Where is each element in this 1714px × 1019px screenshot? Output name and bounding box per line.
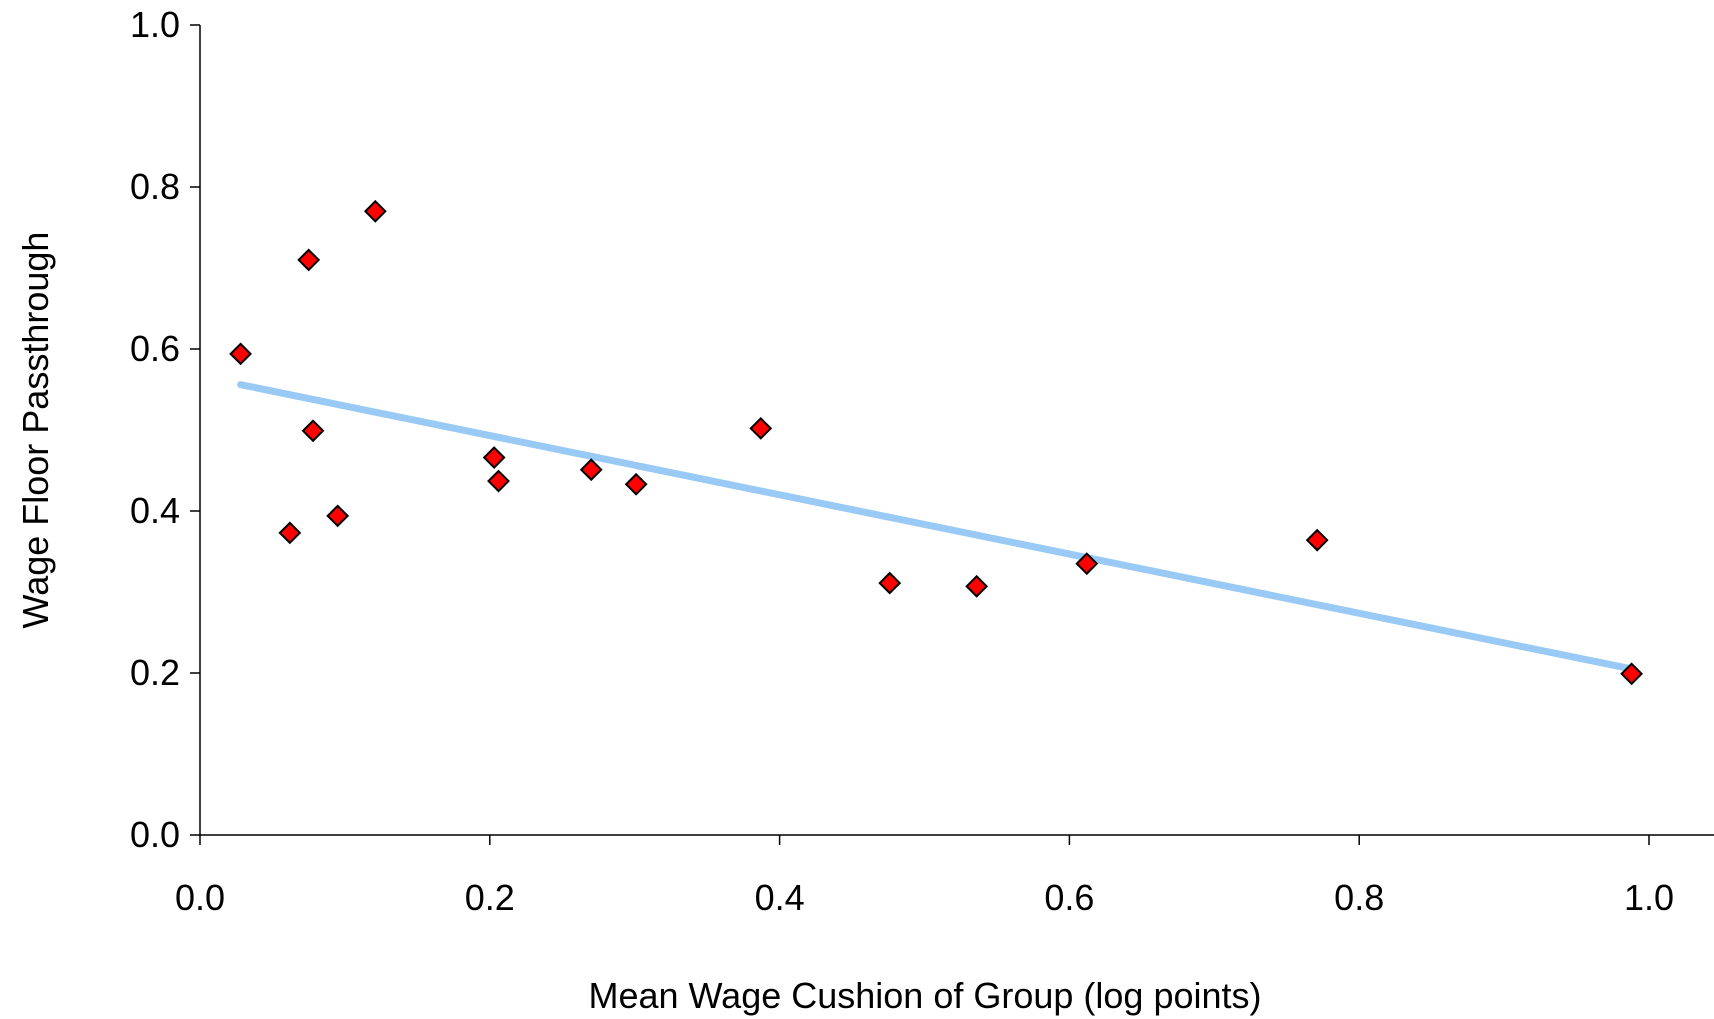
y-tick-label: 0.4 bbox=[130, 490, 180, 531]
trendline bbox=[237, 381, 1636, 673]
data-point bbox=[878, 571, 902, 595]
x-tick-label: 1.0 bbox=[1624, 877, 1674, 918]
data-point bbox=[487, 469, 510, 493]
data-point bbox=[482, 446, 506, 469]
x-tick-label: 0.0 bbox=[175, 877, 225, 918]
data-point bbox=[1305, 528, 1329, 552]
y-ticks: 0.0 0.2 0.4 0.6 0.8 1.0 bbox=[130, 4, 200, 855]
data-point bbox=[278, 521, 302, 545]
data-point bbox=[363, 199, 387, 223]
x-tick-label: 0.2 bbox=[465, 877, 515, 918]
data-point bbox=[326, 504, 350, 528]
data-point bbox=[579, 458, 603, 482]
data-point bbox=[229, 342, 252, 366]
x-ticks: 0.0 0.2 0.4 0.6 0.8 1.0 bbox=[175, 835, 1674, 918]
x-tick-label: 0.4 bbox=[755, 877, 805, 918]
y-tick-label: 0.2 bbox=[130, 652, 180, 693]
y-tick-label: 1.0 bbox=[130, 4, 180, 45]
data-point bbox=[749, 416, 773, 440]
data-point bbox=[297, 248, 321, 272]
data-point bbox=[1075, 552, 1099, 576]
trendline-layer bbox=[237, 381, 1636, 673]
data-point bbox=[624, 472, 648, 496]
y-axis-title: Wage Floor Passthrough bbox=[15, 232, 56, 629]
y-tick-label: 0.8 bbox=[130, 166, 180, 207]
y-tick-label: 0.0 bbox=[130, 814, 180, 855]
y-tick-label: 0.6 bbox=[130, 328, 180, 369]
x-tick-label: 0.6 bbox=[1044, 877, 1094, 918]
x-axis-title: Mean Wage Cushion of Group (log points) bbox=[588, 975, 1261, 1016]
x-tick-label: 0.8 bbox=[1334, 877, 1384, 918]
data-point bbox=[965, 574, 989, 598]
points-layer bbox=[229, 199, 1644, 686]
data-point bbox=[1620, 662, 1644, 686]
data-point bbox=[301, 419, 325, 443]
axes bbox=[199, 25, 1714, 836]
